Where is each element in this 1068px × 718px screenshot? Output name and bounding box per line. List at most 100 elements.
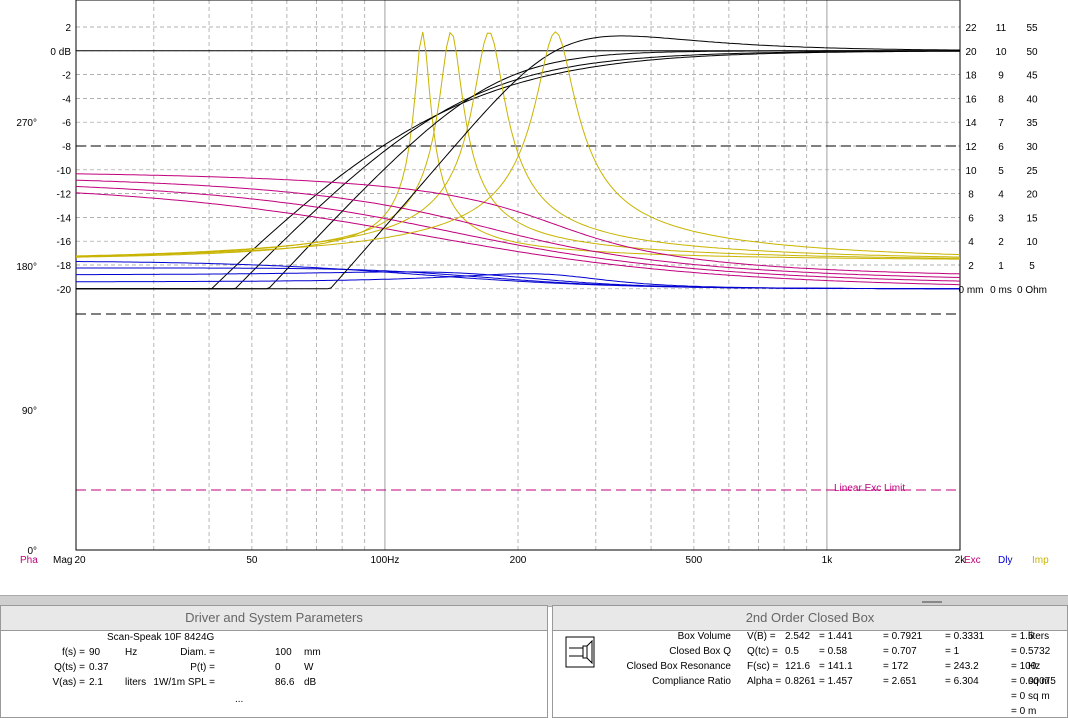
box-param-value[interactable]: 0.8261 [785, 676, 816, 687]
box-param-value[interactable]: = 141.1 [819, 661, 853, 672]
dly-tick-label: 7 [998, 118, 1004, 129]
mag-tick-label: -20 [57, 285, 72, 296]
phase-tick-label: 270° [16, 118, 37, 129]
freq-tick-label: 200 [510, 555, 527, 566]
imp-tick-label: 50 [1026, 47, 1038, 58]
box-param-value[interactable]: = 0.3331 [945, 631, 985, 642]
box-param-value[interactable]: = 6.304 [945, 676, 979, 687]
impedance-curve [75, 31, 961, 257]
box-param-value[interactable]: = 0 [1011, 706, 1026, 717]
box-param-value[interactable]: 2.542 [785, 631, 811, 642]
exc-axis-label: Exc [964, 555, 981, 566]
box-param-label: Closed Box Q [669, 646, 731, 657]
driver-param-l2: P(t) = [190, 662, 215, 673]
driver-name[interactable]: Scan-Speak 10F 8424G [107, 632, 215, 643]
impedance-curve [75, 31, 960, 259]
driver-param-l2: Diam. = [180, 647, 215, 658]
driver-param-v2[interactable]: 100 [275, 647, 292, 658]
box-param-value[interactable]: 121.6 [785, 661, 811, 672]
box-param-value[interactable]: = 0.58 [819, 646, 848, 657]
dly-tick-label: 4 [998, 190, 1004, 201]
driver-param-l2: 1W/1m SPL = [153, 677, 215, 688]
box-param-unit: Hz [1028, 661, 1041, 672]
box-param-value[interactable]: = 1.457 [819, 676, 853, 687]
box-param-value[interactable]: 0.5 [785, 646, 799, 657]
dly-tick-label: 0 ms [990, 285, 1012, 296]
driver-more-ellipsis[interactable]: ... [235, 694, 244, 705]
impedance-curve [75, 31, 960, 260]
dly-tick-label: 1 [998, 261, 1004, 272]
phase-curve [75, 186, 961, 282]
driver-param-u1: liters [125, 677, 147, 688]
mag-tick-label: 0 dB [50, 47, 71, 58]
exc-tick-label: 6 [968, 213, 974, 224]
box-param-value[interactable]: = 2.651 [883, 676, 917, 687]
phase-tick-label: 0° [27, 546, 37, 557]
mag-tick-label: -14 [57, 213, 72, 224]
mag-tick-label: -8 [62, 142, 71, 153]
mag-tick-label: -10 [57, 166, 72, 177]
driver-param-l1: V(as) = [52, 677, 85, 688]
driver-param-u2: mm [304, 647, 321, 658]
closed-box-panel: 2nd Order Closed Box Box Volume V(B) = 2.5… [552, 605, 1068, 718]
graph-labels: 20 dB-2-4-6-8-10-12-14-16-18-20270°180°9… [16, 23, 1049, 566]
imp-tick-label: 30 [1026, 142, 1038, 153]
box-param-value[interactable]: = 0 [1011, 691, 1026, 702]
box-param-unit: sq m [1028, 676, 1050, 687]
exc-tick-label: 12 [965, 142, 977, 153]
phase-tick-label: 180° [16, 262, 37, 273]
mag-tick-label: -6 [62, 118, 71, 129]
mag-tick-label: -16 [57, 237, 72, 248]
box-param-value[interactable]: = 1.5 [1011, 631, 1034, 642]
magnitude-curve [76, 35, 960, 290]
box-param-value[interactable]: = 1 [945, 646, 960, 657]
box-param-unit: m [1028, 706, 1037, 717]
imp-tick-label: 0 Ohm [1017, 285, 1047, 296]
driver-param-v2[interactable]: 0 [275, 662, 281, 673]
imp-axis-label: Imp [1032, 555, 1049, 566]
exc-tick-label: 0 mm [959, 285, 984, 296]
driver-param-v1[interactable]: 0.37 [89, 662, 109, 673]
box-param-value[interactable]: = 243.2 [945, 661, 979, 672]
box-param-value[interactable]: = 1.441 [819, 631, 853, 642]
box-param-value[interactable]: = 100 [1011, 661, 1037, 672]
exc-tick-label: 22 [965, 23, 977, 34]
box-param-symbol: Alpha = [747, 676, 782, 687]
box-param-value[interactable]: = 0.707 [883, 646, 917, 657]
exc-tick-label: 14 [965, 118, 977, 129]
phase-axis-label: Pha [20, 555, 38, 566]
box-param-value[interactable]: = 0.7921 [883, 631, 923, 642]
mag-axis-label: Mag [53, 555, 72, 566]
exc-tick-label: 2 [968, 261, 974, 272]
driver-param-v1[interactable]: 90 [89, 647, 101, 658]
linear-exc-limit-label: Linear Exc Limit [834, 483, 905, 494]
mag-tick-label: -18 [57, 261, 72, 272]
freq-tick-label: 100Hz [370, 555, 399, 566]
box-param-value[interactable]: = 0.00075 [1011, 676, 1056, 687]
driver-param-v1[interactable]: 2.1 [89, 677, 103, 688]
dly-tick-label: 6 [998, 142, 1004, 153]
box-param-symbol: Q(tc) = [747, 646, 778, 657]
freq-tick-label: 20 [74, 555, 86, 566]
imp-tick-label: 20 [1026, 190, 1038, 201]
box-panel-title: 2nd Order Closed Box [553, 606, 1067, 631]
dly-tick-label: 11 [996, 23, 1007, 34]
mag-tick-label: -12 [57, 190, 72, 201]
delay-curve [76, 273, 960, 290]
speaker-box-icon[interactable] [565, 636, 595, 668]
dly-tick-label: 8 [998, 94, 1004, 105]
box-param-unit: sq m [1028, 691, 1050, 702]
box-param-value[interactable]: = 172 [883, 661, 909, 672]
driver-param-u2: dB [304, 677, 317, 688]
box-param-value[interactable]: = 0.5732 [1011, 646, 1051, 657]
exc-tick-label: 10 [965, 166, 977, 177]
box-param-symbol: F(sc) = [747, 661, 779, 672]
exc-tick-label: 8 [968, 190, 974, 201]
driver-param-v2[interactable]: 86.6 [275, 677, 295, 688]
imp-tick-label: 40 [1026, 94, 1038, 105]
driver-param-l1: f(s) = [61, 647, 85, 658]
box-param-symbol: V(B) = [747, 631, 776, 642]
dly-axis-label: Dly [998, 555, 1012, 566]
imp-tick-label: 5 [1029, 261, 1035, 272]
imp-tick-label: 45 [1026, 71, 1038, 82]
